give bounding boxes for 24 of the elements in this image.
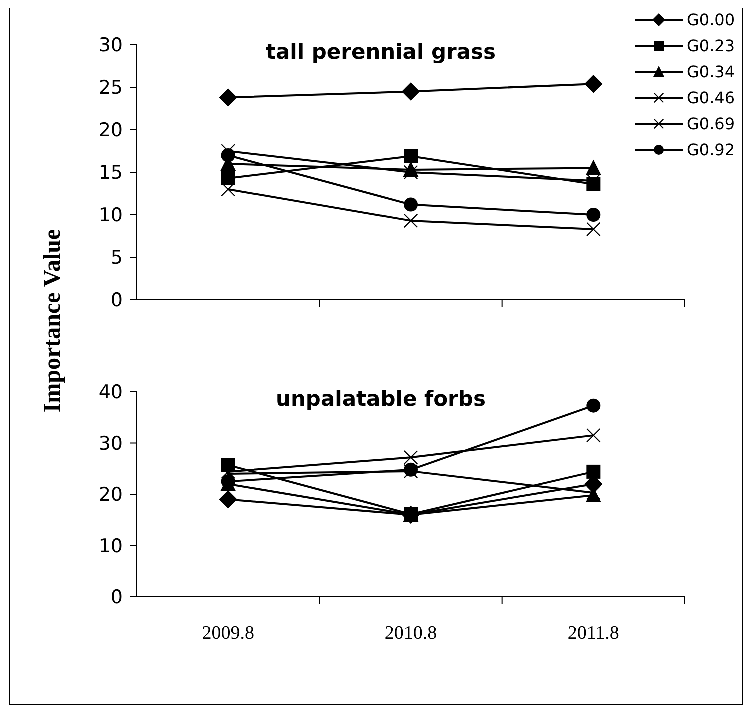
x-tick-label: 2011.8 [568, 623, 620, 644]
legend-label: G0.92 [687, 140, 736, 160]
y-tick-label: 10 [98, 535, 123, 558]
y-tick-label: 15 [98, 162, 123, 184]
y-tick-label: 20 [98, 120, 123, 142]
legend-label: G0.23 [687, 36, 736, 56]
legend-label: G0.00 [687, 10, 736, 30]
y-tick-label: 5 [110, 247, 123, 270]
y-tick-label: 20 [98, 484, 123, 506]
legend-label: G0.46 [687, 88, 736, 108]
y-tick-label: 10 [98, 204, 123, 227]
y-tick-label: 0 [110, 586, 123, 609]
legend-label: G0.69 [687, 114, 736, 134]
y-axis-title: Importance Value [40, 228, 66, 413]
chart-title: tall perennial grass [266, 40, 496, 64]
y-tick-label: 40 [98, 382, 123, 404]
y-tick-label: 25 [98, 77, 123, 100]
x-tick-label: 2009.8 [202, 623, 254, 644]
y-tick-label: 30 [98, 34, 123, 57]
y-tick-label: 0 [110, 290, 123, 312]
legend-label: G0.34 [687, 62, 736, 82]
x-tick-label: 2010.8 [384, 623, 438, 644]
y-tick-label: 30 [98, 432, 123, 455]
chart-title: unpalatable forbs [276, 387, 486, 411]
